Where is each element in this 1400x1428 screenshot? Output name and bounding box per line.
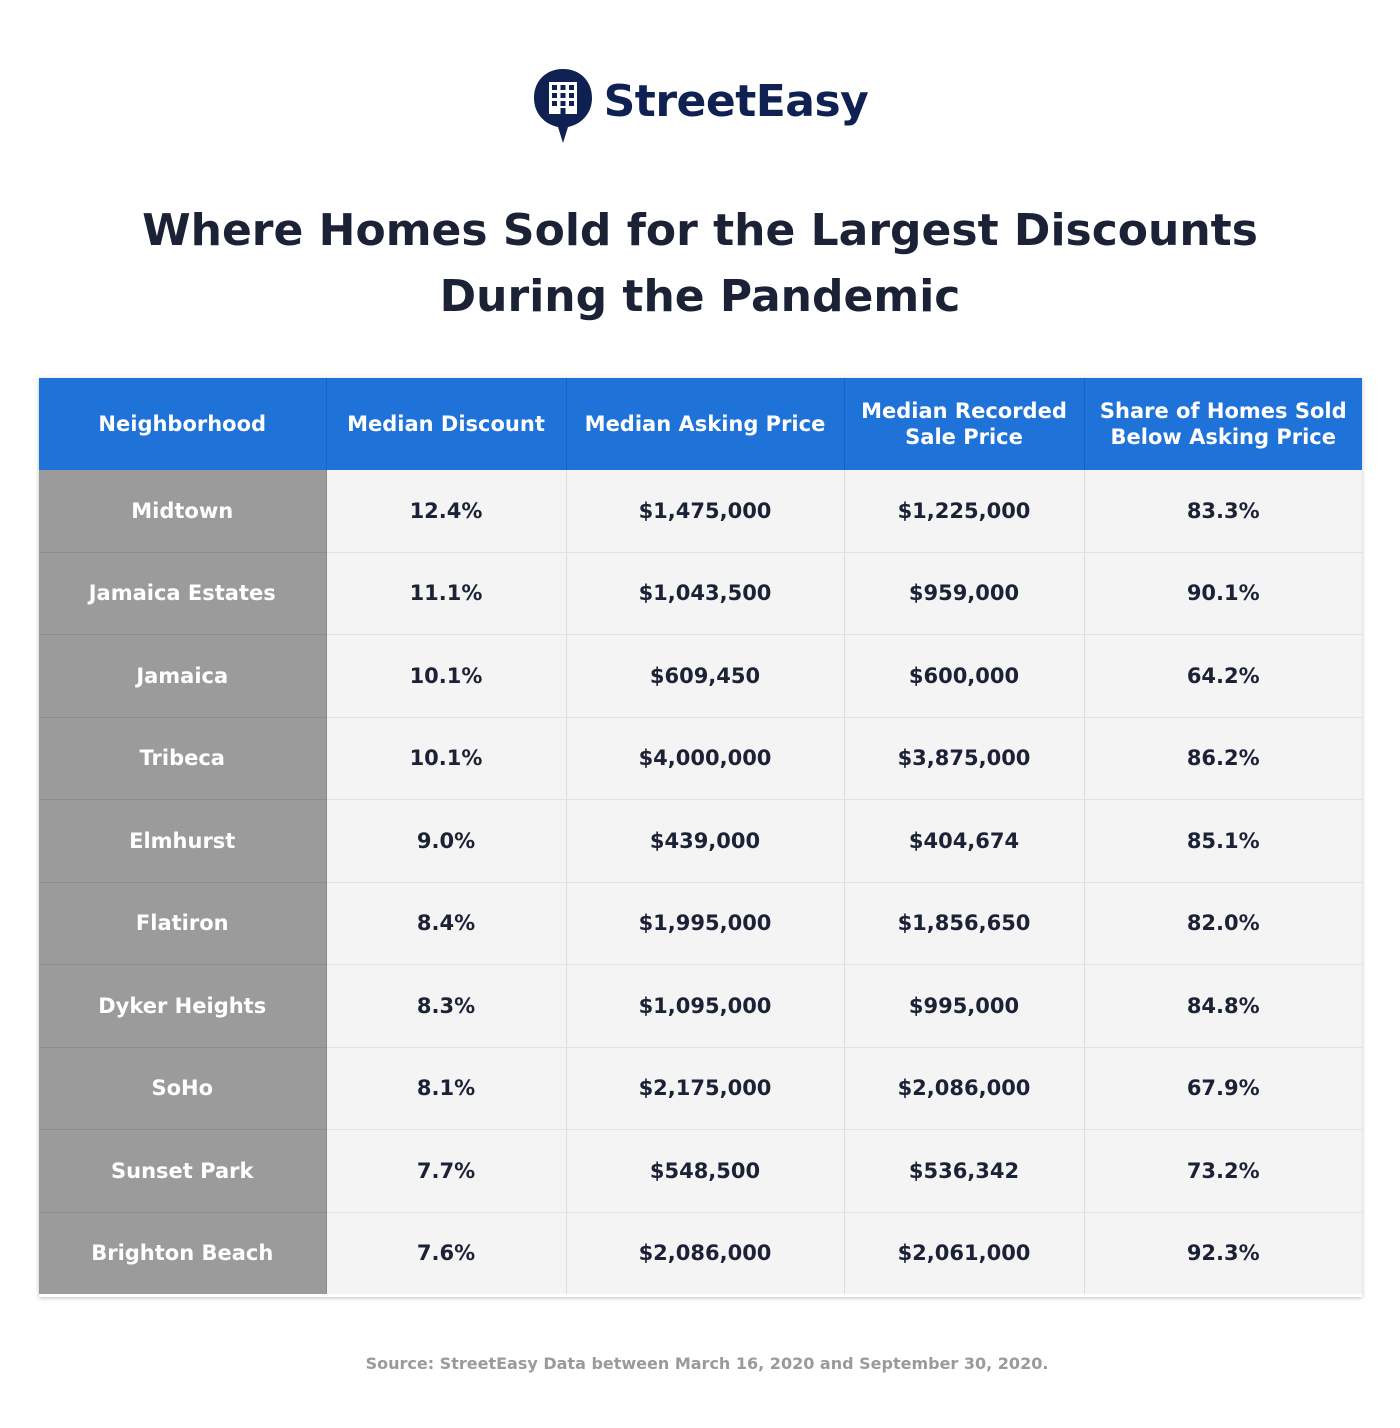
median-sale-price-cell: $2,061,000 [844,1212,1085,1294]
title-line-2: During the Pandemic [439,271,961,322]
neighborhood-cell: Tribeca [39,717,327,800]
median-asking-price-cell: $2,175,000 [566,1047,845,1130]
median-asking-price-cell: $439,000 [566,799,845,883]
table-row: Brighton Beach 7.6% $2,086,000 $2,061,00… [39,1212,1362,1294]
share-below-asking-cell: 84.8% [1084,964,1362,1048]
median-asking-price-cell: $609,450 [566,634,845,718]
share-below-asking-cell: 83.3% [1084,470,1362,553]
median-sale-price-cell: $1,856,650 [844,882,1085,965]
table-row: Elmhurst 9.0% $439,000 $404,674 85.1% [39,799,1362,883]
table-row: SoHo 8.1% $2,175,000 $2,086,000 67.9% [39,1047,1362,1130]
neighborhood-cell: Brighton Beach [39,1212,327,1294]
page-title: Where Homes Sold for the Largest Discoun… [100,198,1300,330]
column-header: Neighborhood [39,378,327,470]
neighborhood-cell: Jamaica [39,634,327,718]
median-discount-cell: 8.1% [326,1047,567,1130]
table-row: Jamaica Estates 11.1% $1,043,500 $959,00… [39,552,1362,635]
median-sale-price-cell: $2,086,000 [844,1047,1085,1130]
column-header: Median Asking Price [566,378,845,470]
median-sale-price-cell: $1,225,000 [844,470,1085,553]
neighborhood-cell: SoHo [39,1047,327,1130]
building-speech-bubble-icon [533,69,592,143]
neighborhood-cell: Flatiron [39,882,327,965]
column-header: Median Discount [326,378,567,470]
neighborhood-cell: Elmhurst [39,799,327,883]
median-asking-price-cell: $1,475,000 [566,470,845,553]
share-below-asking-cell: 64.2% [1084,634,1362,718]
median-discount-cell: 8.4% [326,882,567,965]
share-below-asking-cell: 86.2% [1084,717,1362,800]
share-below-asking-cell: 73.2% [1084,1129,1362,1213]
column-header: Share of Homes Sold Below Asking Price [1084,378,1362,470]
share-below-asking-cell: 90.1% [1084,552,1362,635]
median-discount-cell: 8.3% [326,964,567,1048]
brand-logo: StreetEasy [0,66,1400,146]
table-row: Flatiron 8.4% $1,995,000 $1,856,650 82.0… [39,882,1362,965]
share-below-asking-cell: 82.0% [1084,882,1362,965]
table-header-row: Neighborhood Median Discount Median Aski… [39,378,1362,470]
table-row: Tribeca 10.1% $4,000,000 $3,875,000 86.2… [39,717,1362,800]
brand-name: StreetEasy [603,76,869,127]
neighborhood-cell: Jamaica Estates [39,552,327,635]
source-note: Source: StreetEasy Data between March 16… [365,1354,1049,1373]
median-discount-cell: 10.1% [326,717,567,800]
share-below-asking-cell: 67.9% [1084,1047,1362,1130]
table-row: Jamaica 10.1% $609,450 $600,000 64.2% [39,634,1362,718]
median-discount-cell: 12.4% [326,470,567,553]
median-discount-cell: 11.1% [326,552,567,635]
share-below-asking-cell: 85.1% [1084,799,1362,883]
table-row: Sunset Park 7.7% $548,500 $536,342 73.2% [39,1129,1362,1213]
median-sale-price-cell: $995,000 [844,964,1085,1048]
median-asking-price-cell: $1,095,000 [566,964,845,1048]
median-sale-price-cell: $959,000 [844,552,1085,635]
median-sale-price-cell: $536,342 [844,1129,1085,1213]
neighborhood-cell: Midtown [39,470,327,553]
median-asking-price-cell: $2,086,000 [566,1212,845,1294]
median-discount-cell: 10.1% [326,634,567,718]
median-asking-price-cell: $1,043,500 [566,552,845,635]
table-row: Dyker Heights 8.3% $1,095,000 $995,000 8… [39,964,1362,1048]
column-header: Median Recorded Sale Price [844,378,1085,470]
median-sale-price-cell: $404,674 [844,799,1085,883]
median-discount-cell: 9.0% [326,799,567,883]
median-discount-cell: 7.6% [326,1212,567,1294]
median-discount-cell: 7.7% [326,1129,567,1213]
title-line-1: Where Homes Sold for the Largest Discoun… [142,205,1258,256]
median-asking-price-cell: $4,000,000 [566,717,845,800]
share-below-asking-cell: 92.3% [1084,1212,1362,1294]
neighborhood-cell: Sunset Park [39,1129,327,1213]
table-row: Midtown 12.4% $1,475,000 $1,225,000 83.3… [39,470,1362,553]
neighborhood-cell: Dyker Heights [39,964,327,1048]
discount-table: Neighborhood Median Discount Median Aski… [39,378,1362,1297]
median-sale-price-cell: $3,875,000 [844,717,1085,800]
median-asking-price-cell: $548,500 [566,1129,845,1213]
median-asking-price-cell: $1,995,000 [566,882,845,965]
median-sale-price-cell: $600,000 [844,634,1085,718]
